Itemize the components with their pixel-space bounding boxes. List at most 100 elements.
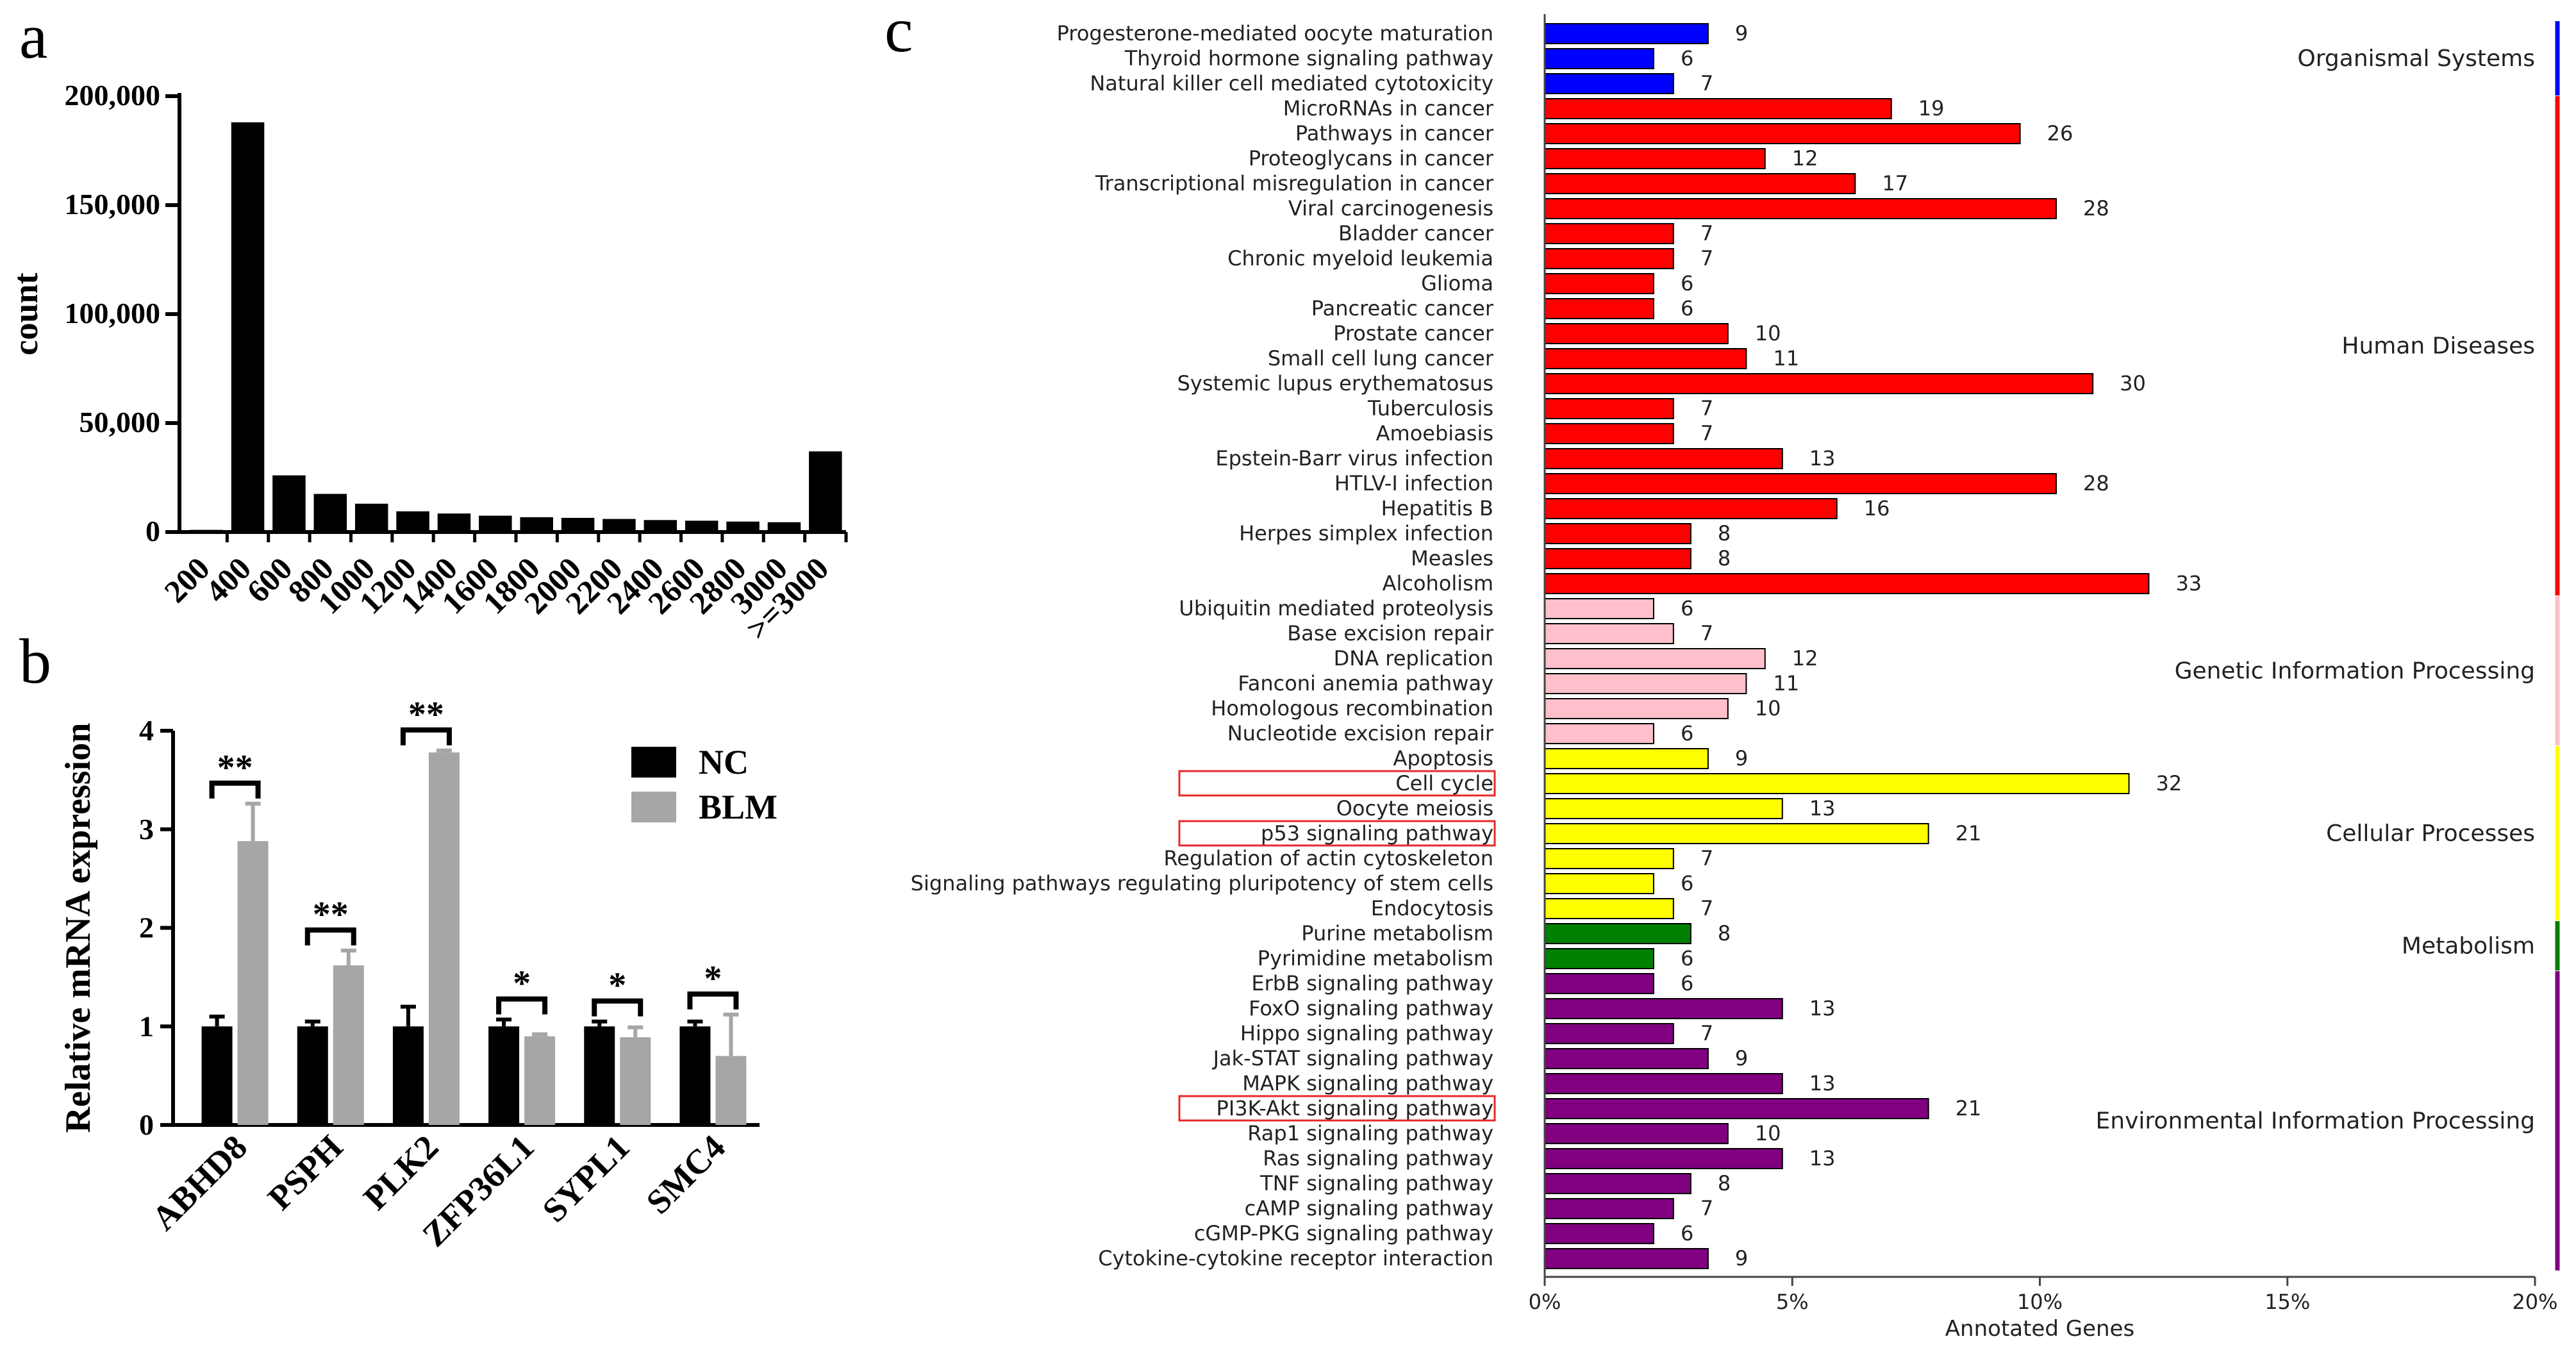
y-tick-label: 1 bbox=[139, 1010, 154, 1042]
pathway-label: Chronic myeloid leukemia bbox=[1227, 246, 1493, 271]
pathway-bar bbox=[1544, 448, 1783, 469]
pathway-bar bbox=[1544, 698, 1729, 719]
x-tick-label: 15% bbox=[2264, 1290, 2310, 1314]
gene-count-label: 12 bbox=[1792, 646, 1818, 670]
pathway-bar bbox=[1544, 273, 1654, 294]
highlight-box bbox=[1178, 820, 1496, 847]
gene-count-label: 33 bbox=[2175, 571, 2202, 595]
pathway-label: PI3K-Akt signaling pathway bbox=[1217, 1096, 1493, 1120]
pathway-bar bbox=[1544, 473, 2057, 494]
expression-bar bbox=[524, 1036, 556, 1125]
gene-count-label: 7 bbox=[1700, 1021, 1713, 1045]
pathway-bar bbox=[1544, 373, 2094, 394]
gene-count-label: 6 bbox=[1681, 596, 1693, 620]
pathway-label: Pyrimidine metabolism bbox=[1258, 946, 1493, 970]
pathway-bar bbox=[1544, 73, 1674, 94]
pathway-bar bbox=[1544, 148, 1766, 169]
pathway-label: Amoebiasis bbox=[1376, 421, 1493, 445]
pathway-label: Base excision repair bbox=[1287, 621, 1494, 645]
histogram-bar bbox=[313, 494, 347, 532]
pathway-bar bbox=[1544, 23, 1709, 44]
pathway-bar bbox=[1544, 1098, 1929, 1119]
pathway-bar bbox=[1544, 848, 1674, 869]
pathway-label: Nucleotide excision repair bbox=[1227, 721, 1494, 745]
y-tick-label: 100,000 bbox=[65, 297, 161, 329]
pathway-label: Transcriptional misregulation in cancer bbox=[1095, 171, 1494, 196]
pathway-bar bbox=[1544, 948, 1654, 969]
significance-marker: ** bbox=[313, 895, 349, 935]
histogram-bar bbox=[479, 515, 512, 532]
pathway-bar bbox=[1544, 573, 2150, 594]
pathway-label: Viral carcinogenesis bbox=[1288, 196, 1493, 221]
gene-count-label: 28 bbox=[2083, 471, 2109, 495]
category-label: Human Diseases bbox=[2341, 333, 2535, 360]
gene-count-label: 13 bbox=[1809, 446, 1836, 470]
expression-bar bbox=[584, 1026, 615, 1125]
expression-bar bbox=[679, 1026, 711, 1125]
significance-bracket bbox=[209, 780, 261, 799]
gene-count-label: 13 bbox=[1809, 996, 1836, 1020]
pathway-label: Ubiquitin mediated proteolysis bbox=[1179, 596, 1493, 620]
gene-count-label: 6 bbox=[1681, 871, 1693, 895]
gene-count-label: 11 bbox=[1773, 671, 1799, 695]
x-tick-label: 0% bbox=[1529, 1290, 1561, 1314]
pathway-label: Pancreatic cancer bbox=[1311, 296, 1494, 321]
pathway-label: MicroRNAs in cancer bbox=[1283, 96, 1494, 121]
pathway-label: Signaling pathways regulating pluripoten… bbox=[911, 871, 1493, 895]
pathway-bar bbox=[1544, 223, 1674, 244]
pathway-label: Tuberculosis bbox=[1367, 396, 1493, 420]
x-tick-label: PSPH bbox=[260, 1128, 350, 1217]
histogram-bar bbox=[726, 521, 760, 532]
legend-label: BLM bbox=[699, 788, 777, 826]
y-tick-label: 150,000 bbox=[65, 188, 161, 221]
x-tick-label: SYPL1 bbox=[535, 1128, 637, 1229]
gene-count-label: 6 bbox=[1681, 46, 1693, 71]
pathway-bar bbox=[1544, 1073, 1783, 1094]
significance-marker: ** bbox=[408, 695, 444, 735]
pathway-bar bbox=[1544, 773, 2130, 794]
gene-count-label: 6 bbox=[1681, 721, 1693, 745]
gene-count-label: 6 bbox=[1681, 271, 1693, 296]
pathway-bar bbox=[1544, 248, 1674, 269]
pathway-label: Ras signaling pathway bbox=[1263, 1146, 1493, 1170]
gene-count-label: 7 bbox=[1700, 846, 1713, 870]
expression-bar bbox=[333, 965, 364, 1125]
pathway-bar bbox=[1544, 723, 1654, 744]
pathway-bar bbox=[1544, 623, 1674, 644]
pathway-label: Fanconi anemia pathway bbox=[1238, 671, 1493, 695]
gene-count-label: 32 bbox=[2156, 771, 2182, 795]
pathway-bar bbox=[1544, 898, 1674, 919]
pathway-bar bbox=[1544, 1023, 1674, 1044]
y-tick-label: 0 bbox=[145, 515, 160, 547]
pathway-bar bbox=[1544, 1248, 1709, 1269]
histogram-bar bbox=[396, 511, 429, 532]
pathway-label: Epstein-Barr virus infection bbox=[1215, 446, 1493, 470]
pathway-label: MAPK signaling pathway bbox=[1242, 1071, 1493, 1095]
gene-count-label: 10 bbox=[1755, 321, 1781, 345]
panel-label-c: c bbox=[885, 0, 913, 65]
pathway-label: FoxO signaling pathway bbox=[1249, 996, 1493, 1020]
pathway-bar bbox=[1544, 998, 1783, 1019]
histogram-bar bbox=[520, 517, 553, 532]
histogram-panel: 050,000100,000150,000200,000count2004006… bbox=[6, 79, 848, 647]
histogram-bar bbox=[602, 519, 636, 532]
pathway-bar bbox=[1544, 198, 2057, 219]
histogram-bar bbox=[644, 520, 677, 532]
histogram-bar bbox=[231, 122, 265, 533]
pathway-bar bbox=[1544, 498, 1838, 519]
pathway-bar bbox=[1544, 798, 1783, 819]
gene-count-label: 7 bbox=[1700, 396, 1713, 420]
pathway-label: HTLV-I infection bbox=[1334, 471, 1493, 495]
pathway-label: Rap1 signaling pathway bbox=[1247, 1121, 1493, 1145]
y-tick-label: 2 bbox=[139, 912, 154, 944]
expression-bar bbox=[488, 1026, 520, 1125]
significance-marker: * bbox=[608, 966, 626, 1006]
expression-bar bbox=[715, 1056, 747, 1125]
pathway-label: Bladder cancer bbox=[1338, 221, 1494, 246]
legend-swatch bbox=[631, 792, 676, 822]
gene-count-label: 11 bbox=[1773, 346, 1799, 370]
pathway-label: Alcoholism bbox=[1383, 571, 1493, 595]
pathway-label: TNF signaling pathway bbox=[1259, 1171, 1493, 1195]
expression-bar bbox=[620, 1037, 651, 1125]
histogram-bar bbox=[272, 475, 306, 532]
